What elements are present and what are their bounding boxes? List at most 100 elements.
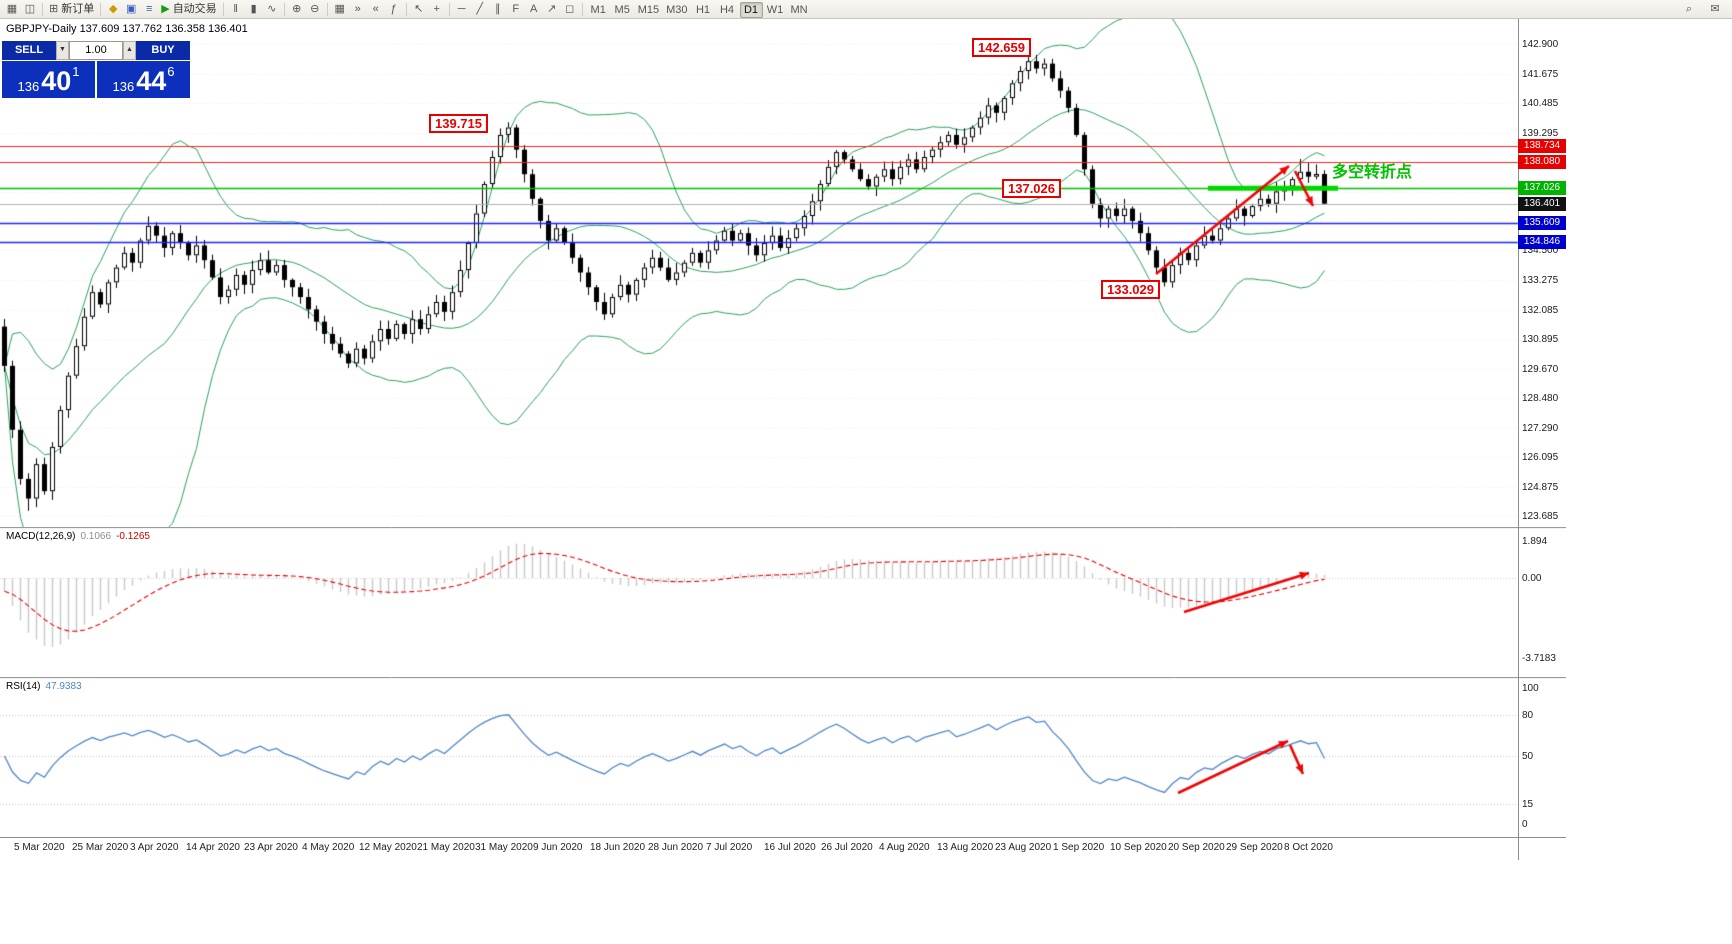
timeframe-d1-button[interactable]: D1 bbox=[739, 2, 763, 19]
price-axis-label: 124.875 bbox=[1522, 481, 1559, 493]
date-axis-label: 10 Sep 2020 bbox=[1110, 842, 1167, 853]
price-axis-label: 139.295 bbox=[1522, 127, 1559, 139]
price-axis-label: 142.900 bbox=[1522, 39, 1559, 50]
navigator-icon[interactable]: ≡ bbox=[140, 1, 158, 17]
timeframe-h4-button[interactable]: H4 bbox=[719, 3, 735, 16]
time-axis[interactable]: 5 Mar 2020 25 Mar 2020 3 Apr 2020 14 Apr 20… bbox=[0, 837, 1566, 859]
price-tag-136.401: 136.401 bbox=[1518, 196, 1566, 211]
chat-icon[interactable]: ✉ bbox=[1710, 2, 1720, 15]
toolbar-separator bbox=[42, 2, 43, 16]
timeframe-h1-button[interactable]: H1 bbox=[695, 3, 711, 16]
toolbar-separator bbox=[283, 2, 285, 16]
timeframe-group: M1 M5 M15 M30 H1 H4 D1 W1 MN bbox=[586, 0, 811, 19]
macd-axis-label: 0.00 bbox=[1522, 573, 1542, 584]
one-click-trading-widget: SELL ▼ 1.00 ▲ BUY 136 40 1 136 44 6 bbox=[2, 41, 190, 98]
toolbar-separator bbox=[100, 2, 102, 16]
bid-price-panel[interactable]: 136 40 1 bbox=[2, 61, 95, 98]
candlestick-chart-icon[interactable]: ▮ bbox=[245, 1, 263, 17]
main-chart-canvas[interactable] bbox=[0, 19, 1566, 527]
bar-chart-icon[interactable]: ‖ bbox=[227, 1, 245, 17]
macd-signal-value: -0.1265 bbox=[116, 531, 150, 542]
price-axis-label: 140.485 bbox=[1522, 98, 1559, 110]
macd-panel-canvas[interactable] bbox=[0, 527, 1566, 677]
bid-price-pips: 40 bbox=[41, 66, 72, 96]
auto-trading-button[interactable]: ▶ 自动交易 bbox=[158, 1, 219, 17]
timeframe-mn-button[interactable]: MN bbox=[790, 3, 808, 16]
horizontal-line-icon[interactable]: ─ bbox=[453, 1, 471, 17]
new-order-glyph: ⊞ bbox=[49, 2, 59, 15]
line-chart-icon[interactable]: ∿ bbox=[263, 1, 281, 17]
toolbar-right-group: ⌕ ✉ bbox=[1680, 1, 1724, 17]
rsi-panel-canvas[interactable] bbox=[0, 677, 1566, 837]
tile-windows-icon[interactable]: ▦ bbox=[331, 1, 349, 17]
rsi-axis-label: 80 bbox=[1522, 710, 1534, 722]
trade-prices-row: 136 40 1 136 44 6 bbox=[2, 61, 190, 98]
text-icon[interactable]: A bbox=[525, 1, 543, 17]
cursor-icon[interactable]: ↖ bbox=[410, 1, 428, 17]
price-axis-label: 123.685 bbox=[1522, 511, 1559, 523]
macd-name: MACD(12,26,9) bbox=[6, 531, 76, 542]
macd-axis-label: 1.894 bbox=[1522, 535, 1548, 547]
shapes-icon[interactable]: ◻ bbox=[561, 1, 579, 17]
date-axis-label: 21 May 2020 bbox=[417, 842, 475, 853]
favorites-icon[interactable]: ◆ bbox=[104, 1, 122, 17]
bar-chart-icon-glyph: ‖ bbox=[233, 2, 238, 15]
indicators-icon[interactable]: ƒ bbox=[385, 1, 403, 17]
volume-input[interactable]: 1.00 bbox=[69, 41, 123, 60]
channel-icon[interactable]: ∥ bbox=[489, 1, 507, 17]
favorites-icon-glyph: ◆ bbox=[108, 2, 118, 15]
search-icon[interactable]: ⌕ bbox=[1685, 2, 1693, 15]
macd-label: MACD(12,26,9) 0.1066 -0.1265 bbox=[6, 531, 150, 542]
timeframe-m15-button[interactable]: M15 bbox=[637, 3, 660, 16]
fibonacci-icon[interactable]: F bbox=[507, 1, 525, 17]
symbol-ohlc-label: GBPJPY-Daily 137.609 137.762 136.358 136… bbox=[6, 23, 248, 35]
toolbar-separator bbox=[448, 2, 450, 16]
zoom-out-icon[interactable]: ⊖ bbox=[306, 1, 324, 17]
new-chart-icon[interactable]: ▦ bbox=[3, 1, 21, 17]
price-tag-138.734: 138.734 bbox=[1518, 139, 1566, 154]
bid-price-point: 1 bbox=[72, 64, 80, 79]
timeframe-m5-button[interactable]: M5 bbox=[614, 3, 630, 16]
toolbar-separator bbox=[405, 2, 407, 16]
sell-button[interactable]: SELL bbox=[2, 41, 56, 60]
price-flag-139.715[interactable]: 139.715 bbox=[429, 114, 488, 133]
date-axis-label: 26 Jul 2020 bbox=[821, 842, 873, 853]
chart-shift-icon[interactable]: « bbox=[367, 1, 385, 17]
price-flag-133.029[interactable]: 133.029 bbox=[1101, 280, 1160, 299]
trendline-icon[interactable]: ╱ bbox=[471, 1, 489, 17]
price-axis-label: 132.085 bbox=[1522, 304, 1559, 316]
turning-point-text: 多空转折点 bbox=[1332, 164, 1413, 181]
price-axis-border bbox=[1518, 19, 1519, 860]
trendline-icon-glyph: ╱ bbox=[476, 2, 483, 15]
price-axis-label: 127.290 bbox=[1522, 422, 1559, 434]
volume-increase-button[interactable]: ▲ bbox=[123, 41, 136, 60]
toolbar-left-group: ▦ ◫ ⊞ 新订单 ◆ ▣ ≡ ▶ 自动交易 ‖ ▮ ∿ ⊕ ⊖ ▦ » « ƒ ↖ + ─ ╱ ∥ F A ↗ ◻ bbox=[3, 1, 579, 17]
shapes-icon-glyph: ◻ bbox=[565, 2, 575, 15]
date-axis-label: 5 Mar 2020 bbox=[14, 842, 65, 853]
ask-price-panel[interactable]: 136 44 6 bbox=[97, 61, 190, 98]
price-axis-label: 134.500 bbox=[1522, 245, 1559, 257]
auto-scroll-icon[interactable]: » bbox=[349, 1, 367, 17]
date-axis-label: 9 Jun 2020 bbox=[533, 842, 583, 853]
buy-button[interactable]: BUY bbox=[136, 41, 190, 60]
price-flag-137.026[interactable]: 137.026 bbox=[1002, 179, 1061, 198]
volume-decrease-button[interactable]: ▼ bbox=[56, 41, 69, 60]
new-order-button-label: 新订单 bbox=[61, 2, 95, 15]
rsi-name: RSI(14) bbox=[6, 681, 41, 692]
macd-main-value: 0.1066 bbox=[80, 531, 112, 542]
arrow-object-icon-glyph: ↗ bbox=[547, 2, 557, 15]
price-tag-137.026: 137.026 bbox=[1518, 181, 1566, 196]
price-flag-142.659[interactable]: 142.659 bbox=[972, 38, 1031, 57]
timeframe-m30-button[interactable]: M30 bbox=[666, 3, 688, 16]
arrow-object-icon[interactable]: ↗ bbox=[543, 1, 561, 17]
chart-profiles-icon[interactable]: ◫ bbox=[21, 1, 39, 17]
crosshair-icon[interactable]: + bbox=[428, 1, 446, 17]
timeframe-m1-button[interactable]: M1 bbox=[590, 3, 606, 16]
timeframe-w1-button[interactable]: W1 bbox=[766, 3, 784, 16]
auto-trading-glyph: ▶ bbox=[161, 2, 170, 15]
data-window-icon[interactable]: ▣ bbox=[122, 1, 140, 17]
data-window-icon-glyph: ▣ bbox=[126, 2, 137, 15]
zoom-in-icon[interactable]: ⊕ bbox=[288, 1, 306, 17]
new-order-button[interactable]: ⊞ 新订单 bbox=[46, 1, 97, 17]
date-axis-label: 23 Aug 2020 bbox=[995, 842, 1052, 853]
